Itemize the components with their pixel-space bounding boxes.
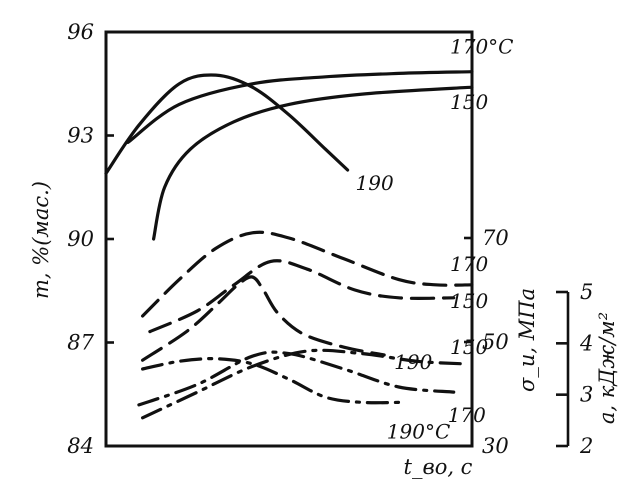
series-label-6: 150 (450, 335, 488, 359)
y-axis-label-sigma: σ_и, МПа (515, 288, 539, 392)
series-sigma-3 (141, 230, 474, 318)
series-a-6 (141, 348, 467, 420)
series-label-3: 170 (450, 252, 488, 276)
tick-label-sigma-50: 50 (482, 330, 509, 354)
series-m-1 (152, 85, 474, 241)
tick-label-a-4: 4 (579, 331, 593, 355)
series-m-0 (126, 70, 474, 144)
tick-label-m-87: 87 (67, 331, 94, 355)
series-a-7 (137, 350, 456, 407)
y-axis-label-m: m, %(мас.) (29, 181, 53, 299)
series-a-8 (141, 357, 401, 405)
series-sigma-4 (148, 259, 456, 334)
curves (104, 70, 474, 420)
x-axis-label: t_во, с (404, 455, 473, 479)
series-label-0: 170°C (450, 35, 513, 59)
tick-label-sigma-70: 70 (482, 226, 509, 250)
series-label-2: 190 (356, 171, 394, 195)
y-axis-label-a: a, кДж/м² (595, 312, 619, 424)
series-label-5: 190 (394, 350, 432, 374)
series-label-8: 190°C (387, 419, 450, 443)
series-m-2 (104, 73, 350, 175)
ticks: 84 87 90 93 96 30 50 70 2 3 4 5 (67, 20, 593, 458)
tick-label-m-90: 90 (67, 227, 94, 251)
tick-label-m-84: 84 (67, 434, 94, 458)
series-label-4: 150 (450, 289, 488, 313)
tick-label-m-93: 93 (67, 124, 94, 148)
tick-label-a-3: 3 (580, 383, 593, 407)
tick-label-sigma-30: 30 (482, 434, 509, 458)
series-sigma-5 (141, 275, 386, 362)
tick-label-a-5: 5 (580, 280, 593, 304)
series-label-1: 150 (450, 90, 488, 114)
tick-label-a-2: 2 (579, 434, 593, 458)
tick-label-m-96: 96 (67, 20, 94, 44)
series-label-7: 170 (448, 403, 486, 427)
